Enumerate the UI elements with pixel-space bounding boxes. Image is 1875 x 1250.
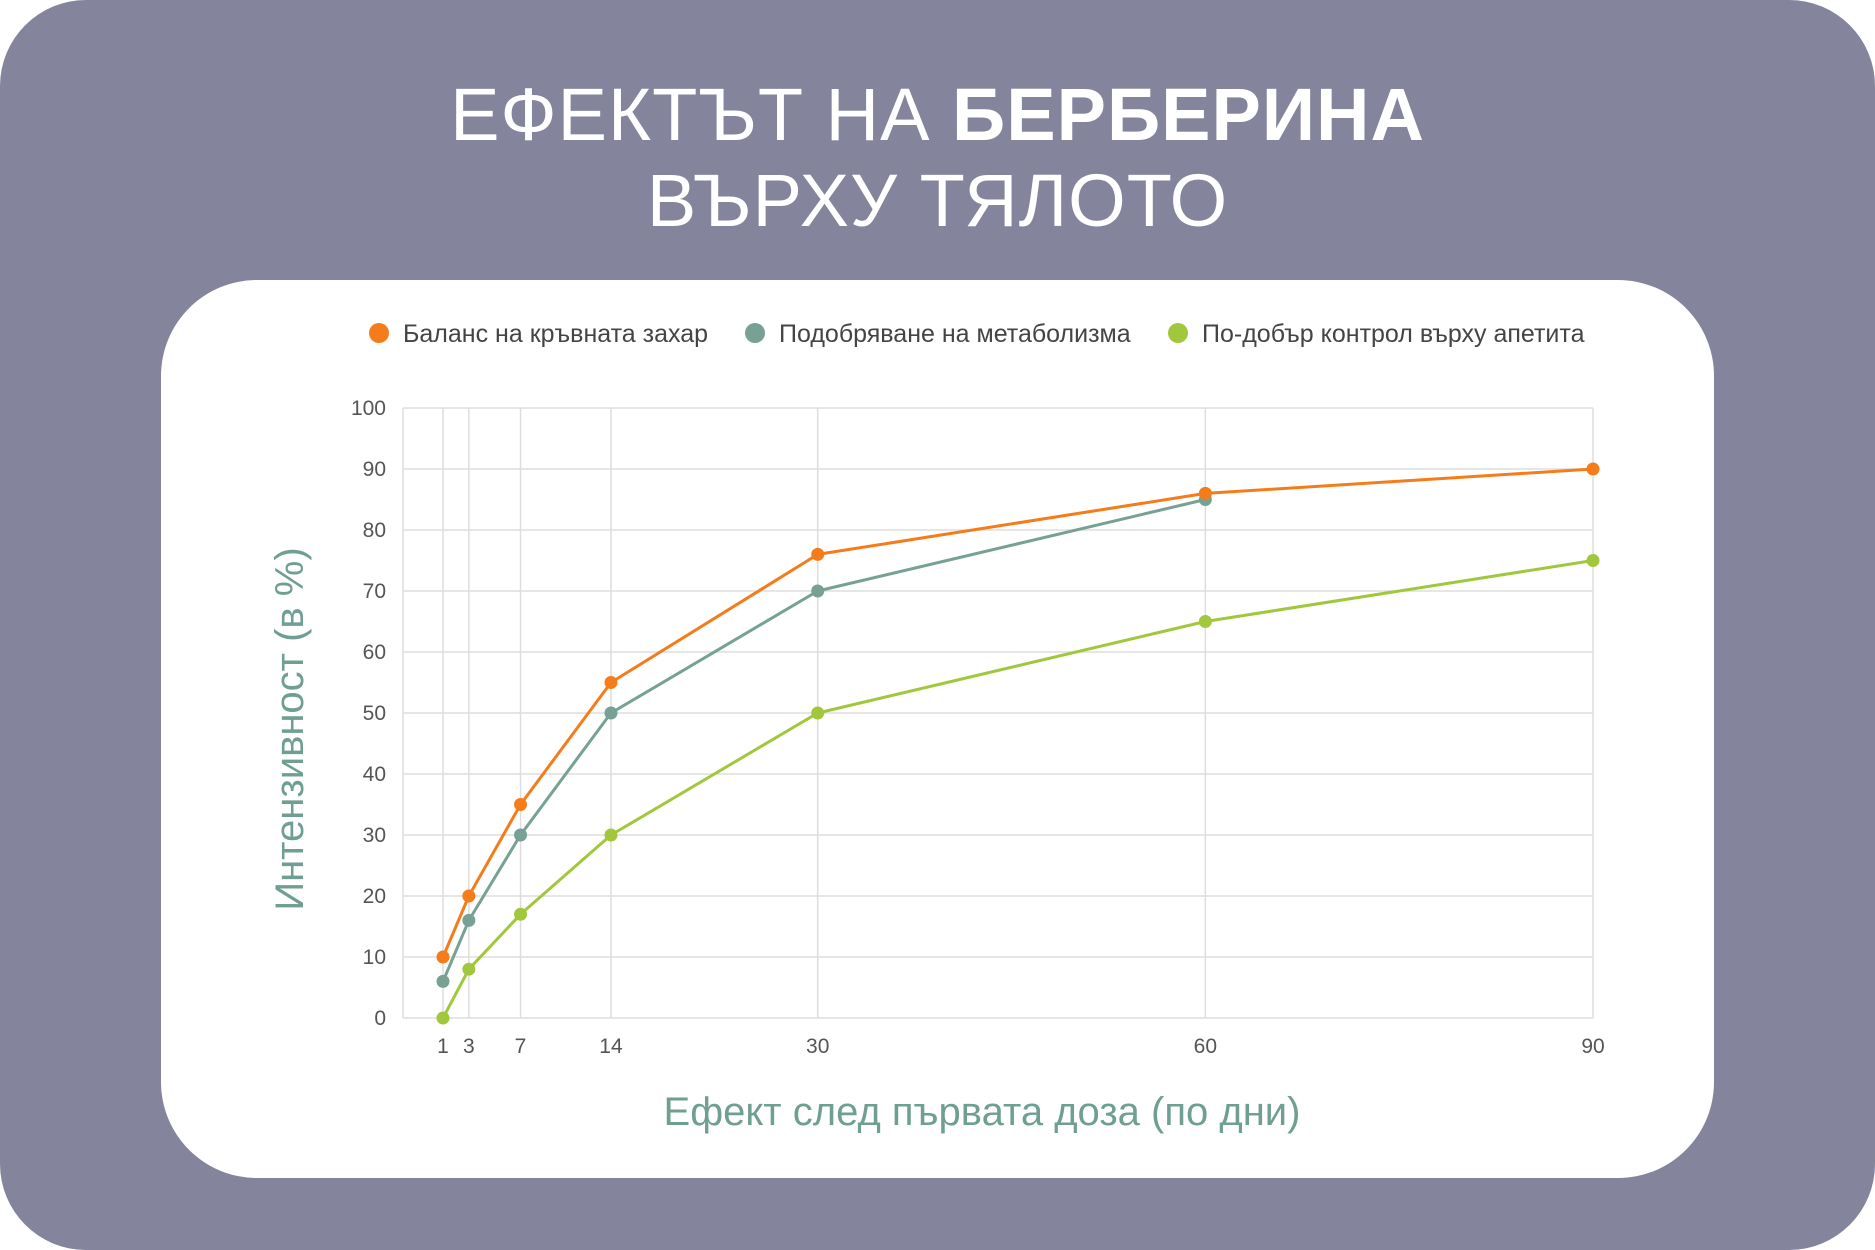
x-tick-label: 14 <box>599 1035 623 1058</box>
y-tick-label: 90 <box>363 458 386 481</box>
legend-marker <box>745 323 765 343</box>
data-point <box>604 828 618 842</box>
x-tick-label: 7 <box>515 1035 527 1058</box>
legend-marker <box>369 323 389 343</box>
y-tick-label: 80 <box>363 519 386 542</box>
chart-series <box>436 462 1600 1025</box>
legend-label: Баланс на кръвната захар <box>403 320 708 348</box>
x-tick-label: 3 <box>463 1035 475 1058</box>
legend-marker <box>1168 323 1188 343</box>
data-point <box>811 706 825 720</box>
chart-card <box>161 280 1714 1178</box>
data-point <box>1586 554 1600 567</box>
series-line <box>441 559 1594 1019</box>
data-point <box>436 950 450 964</box>
y-tick-label: 50 <box>363 702 386 725</box>
x-tick-label: 30 <box>806 1035 829 1058</box>
data-point <box>811 547 825 561</box>
data-point <box>514 798 528 811</box>
chart-legend: Баланс на кръвната захар Подобряване на м… <box>369 320 1585 348</box>
data-point <box>462 962 476 976</box>
y-tick-label: 60 <box>363 641 386 664</box>
y-axis-title: Интензивност (в %) <box>268 547 312 910</box>
y-tick-label: 10 <box>363 946 386 969</box>
title-part-regular: ЕФЕКТЪТ НА <box>450 73 953 156</box>
data-point <box>462 889 476 903</box>
x-axis-title: Ефект след първата доза (по дни) <box>664 1090 1301 1134</box>
y-tick-label: 30 <box>363 824 386 847</box>
data-point <box>436 1011 450 1025</box>
y-tick-label: 40 <box>363 763 386 786</box>
title-line-2: ВЪРХУ ТЯЛОТО <box>646 159 1229 242</box>
title-part-bold: БЕРБЕРИНА <box>952 73 1425 156</box>
x-tick-label: 1 <box>437 1035 449 1058</box>
y-tick-label: 100 <box>351 397 386 420</box>
chart-grid <box>402 407 1594 1019</box>
title-line-1: ЕФЕКТЪТ НА БЕРБЕРИНА <box>0 72 1875 158</box>
series-line <box>441 498 1206 982</box>
data-point <box>604 706 618 720</box>
x-tick-label: 60 <box>1194 1035 1217 1058</box>
y-tick-label: 0 <box>374 1007 386 1030</box>
y-tick-label: 20 <box>363 885 386 908</box>
legend-label: Подобряване на метаболизма <box>779 320 1131 348</box>
x-tick-label: 90 <box>1581 1035 1604 1058</box>
data-point <box>436 974 450 988</box>
data-point <box>462 913 476 927</box>
y-tick-label: 70 <box>363 580 386 603</box>
data-point <box>811 584 825 598</box>
data-point <box>514 828 528 842</box>
data-point <box>514 907 528 921</box>
data-point <box>1198 615 1212 628</box>
chart-ticks: 0 10 20 30 40 50 60 70 80 90 100 1 3 7 14 30 60 90 <box>351 397 1605 1058</box>
page-title: ЕФЕКТЪТ НА БЕРБЕРИНА ВЪРХУ ТЯЛОТО <box>0 72 1875 244</box>
data-point <box>1586 462 1600 476</box>
legend-label: По-добър контрол върху апетита <box>1202 320 1585 348</box>
data-point <box>1198 486 1212 500</box>
data-point <box>604 676 618 689</box>
